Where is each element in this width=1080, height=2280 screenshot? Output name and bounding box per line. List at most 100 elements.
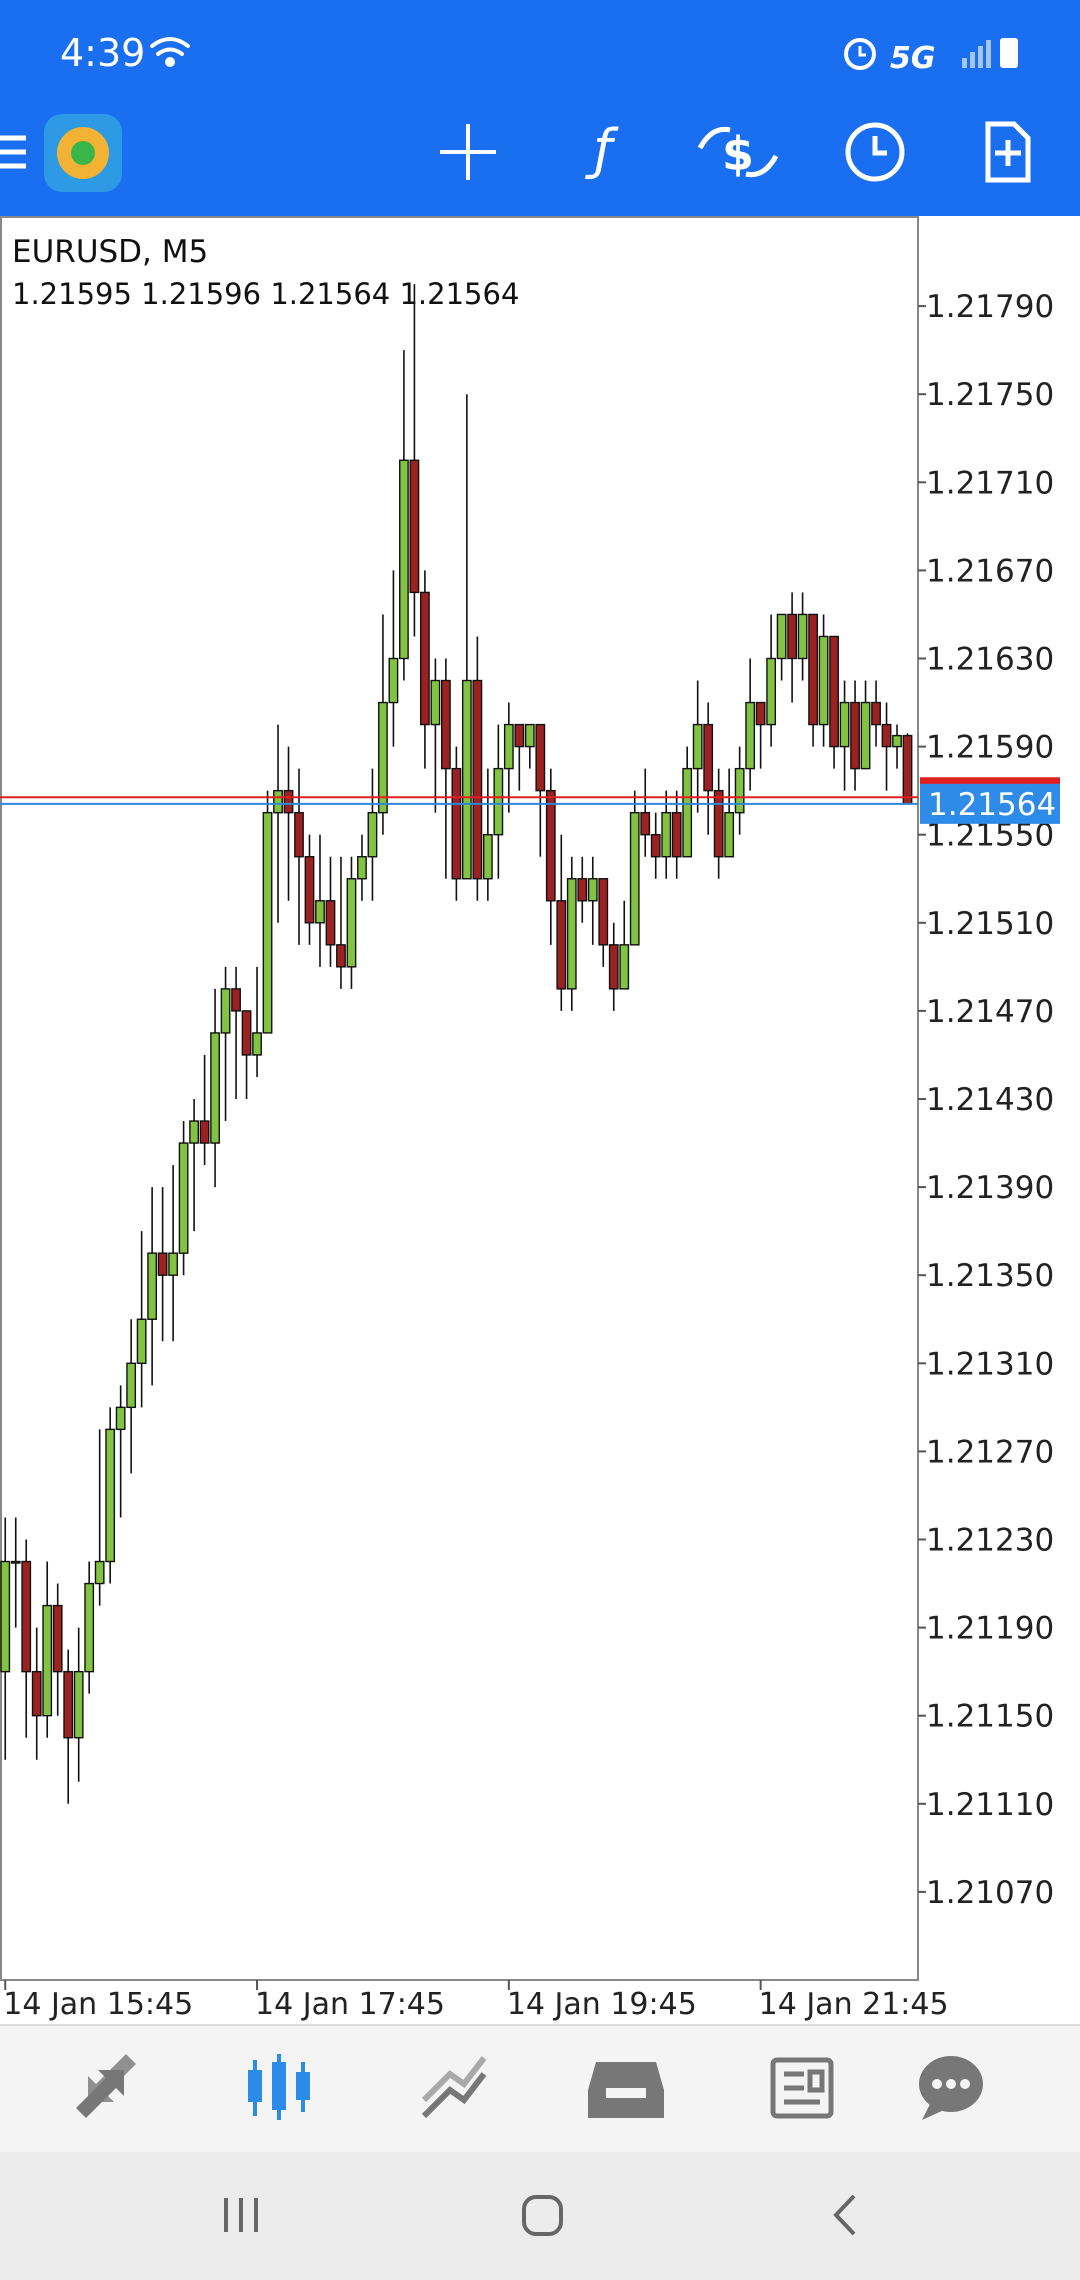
chart-tab[interactable] <box>248 2054 310 2120</box>
candle-body <box>608 944 619 990</box>
home-button[interactable] <box>522 2195 563 2236</box>
candle-body <box>388 657 399 704</box>
timeframe-button[interactable] <box>845 122 905 182</box>
candle-body <box>367 811 378 858</box>
candle-body <box>378 701 388 814</box>
candle-body <box>31 1670 42 1717</box>
candle-body <box>556 900 567 990</box>
bottom-nav <box>0 2025 1080 2152</box>
y-tick-label: 1.21390 <box>926 1170 1054 1206</box>
candle-body <box>871 701 881 726</box>
candle-body <box>776 613 787 660</box>
candle-body <box>472 679 483 880</box>
candle-body <box>661 811 672 858</box>
candle-body <box>566 878 577 990</box>
candle-body <box>84 1582 95 1673</box>
candle-body <box>399 459 409 660</box>
candle-body <box>357 856 367 880</box>
candle-body <box>136 1318 147 1364</box>
candle-body <box>461 679 472 880</box>
new-order-button[interactable] <box>985 121 1031 183</box>
candle-body <box>430 679 441 726</box>
candle-body <box>147 1252 158 1320</box>
trade-button[interactable]: $ <box>697 126 779 181</box>
x-tick-label: 14 Jan 21:45 <box>759 1987 949 2022</box>
ohlc-high: 1.21596 <box>141 277 261 311</box>
candle-body <box>650 834 661 858</box>
candle-body <box>409 459 420 594</box>
back-button[interactable] <box>833 2194 856 2236</box>
candle-body <box>524 723 535 748</box>
candle-body <box>241 1010 252 1056</box>
candle-body <box>892 734 902 748</box>
history-tab[interactable] <box>588 2062 664 2118</box>
candle-body <box>283 789 294 814</box>
candle-body <box>189 1120 199 1144</box>
candle-body <box>94 1560 105 1585</box>
quotes-tab[interactable] <box>76 2054 136 2118</box>
candle-body <box>535 723 546 792</box>
candle-body <box>210 1032 220 1144</box>
candle-body <box>420 591 430 726</box>
ohlc-open: 1.21595 <box>12 277 132 311</box>
candle-body <box>503 723 514 770</box>
candle-body <box>797 613 808 660</box>
menu-button[interactable] <box>0 135 26 169</box>
trade-tab[interactable] <box>421 2056 487 2119</box>
y-tick-label: 1.21510 <box>926 906 1054 942</box>
candle-body <box>42 1604 53 1717</box>
ohlc-close: 1.21564 <box>399 277 519 311</box>
y-tick-label: 1.21790 <box>926 289 1054 325</box>
candle-body <box>262 811 273 1034</box>
bid-label: 1.21564 <box>928 787 1056 823</box>
y-tick-label: 1.21470 <box>926 994 1054 1030</box>
candle-body <box>440 679 451 770</box>
candle-body <box>818 635 829 726</box>
candle-body <box>115 1406 126 1431</box>
battery-icon <box>1000 38 1018 68</box>
y-tick-label: 1.21110 <box>926 1787 1054 1823</box>
y-tick-label: 1.21750 <box>926 377 1054 413</box>
candle-body <box>336 944 346 968</box>
crosshair-button[interactable] <box>440 124 496 180</box>
y-tick-label: 1.21310 <box>926 1346 1054 1382</box>
candle-body <box>598 878 609 946</box>
candle-body <box>220 988 231 1034</box>
candle-body <box>734 767 745 814</box>
candle-body <box>755 701 766 726</box>
candle-body <box>231 988 241 1012</box>
candle-body <box>839 701 850 748</box>
candle-body <box>63 1670 74 1739</box>
candle-body <box>829 635 839 748</box>
candle-body <box>671 811 682 858</box>
candle-body <box>10 1560 21 1564</box>
network-type: 5G <box>890 41 936 76</box>
svg-text:$: $ <box>722 127 754 181</box>
app-logo-dot <box>71 141 95 165</box>
candle-body <box>304 856 315 924</box>
y-tick-label: 1.21350 <box>926 1258 1054 1294</box>
y-tick-label: 1.21230 <box>926 1523 1054 1559</box>
candle-body <box>713 789 724 858</box>
candle-body <box>545 789 556 902</box>
candle-body <box>745 701 756 770</box>
candle-body <box>493 767 504 836</box>
clock: 4:39 <box>60 31 145 75</box>
candle-body <box>168 1252 179 1276</box>
messages-tab[interactable] <box>919 2056 983 2120</box>
bid-label-box <box>920 783 1060 824</box>
y-tick-label: 1.21270 <box>926 1434 1054 1470</box>
x-tick-label: 14 Jan 15:45 <box>3 1987 193 2022</box>
candle-body <box>73 1670 84 1739</box>
recents-button[interactable] <box>224 2198 258 2232</box>
news-tab[interactable] <box>770 2057 834 2119</box>
ohlc-low: 1.21564 <box>270 277 390 311</box>
candle-body <box>105 1428 116 1563</box>
candle-body <box>315 900 325 924</box>
candle-body <box>294 811 304 858</box>
candle-body <box>587 878 598 902</box>
plot: 1.21790 1.21750 1.21710 1.21670 1.21630 1.215… <box>0 284 1060 2022</box>
x-tick-label: 14 Jan 17:45 <box>255 1987 445 2022</box>
candle-body <box>273 789 283 814</box>
